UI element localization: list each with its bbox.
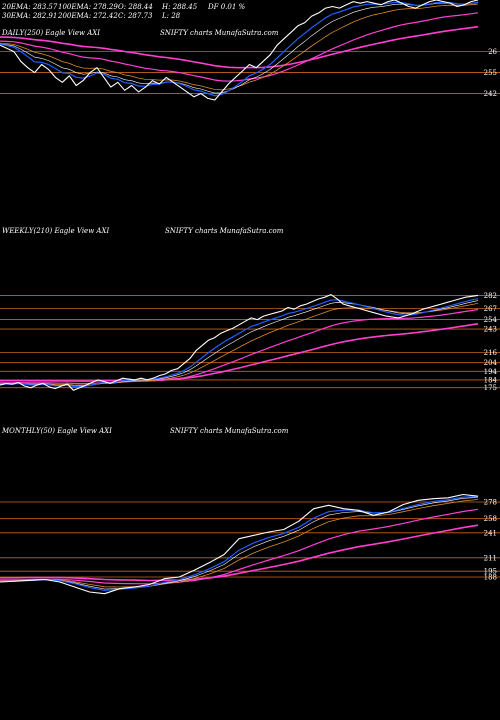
daily-header-close: C: 287.73 — [118, 12, 153, 20]
weekly-level-lines — [0, 295, 500, 389]
daily-left-label: DAILY(250) Eagle View AXI — [1, 29, 100, 37]
daily-ema200-line — [0, 25, 479, 69]
weekly-ema100-line — [0, 308, 479, 385]
daily-header-ema30: 30EMA: 282.91 — [2, 12, 57, 20]
daily-ema-lines — [0, 1, 479, 97]
weekly-level-label-7: 184 — [484, 376, 498, 384]
weekly-price-line — [0, 294, 479, 391]
daily-level-label-0: 26 — [488, 48, 497, 56]
weekly-ema200-line — [0, 323, 479, 382]
monthly-ema50-line — [0, 499, 479, 588]
monthly-level-label-2: 241 — [484, 529, 497, 537]
weekly-left-label: WEEKLY(210) Eagle View AXI — [2, 227, 109, 235]
monthly-level-label-3: 211 — [484, 554, 497, 562]
daily-header-change: DF 0.01 % — [207, 3, 246, 11]
monthly-close-price-path — [0, 493, 479, 595]
weekly-close-price-path — [0, 294, 479, 391]
monthly-ema100-line — [0, 508, 479, 585]
weekly-level-label-4: 216 — [484, 349, 498, 357]
monthly-price-line — [0, 493, 479, 595]
daily-level-label-2: 242 — [484, 90, 497, 98]
monthly-ema20-line — [0, 496, 479, 592]
weekly-level-label-0: 282 — [484, 292, 497, 300]
daily-header-low: L: 28 — [161, 12, 181, 20]
daily-ema100-line — [0, 12, 479, 82]
monthly-ema-lines — [0, 496, 479, 592]
weekly-level-label-6: 194 — [484, 368, 498, 376]
monthly-center-label: SNIFTY charts MunafaSutra.com — [170, 427, 289, 435]
daily-header-ema20: 20EMA: 283.57 — [1, 3, 58, 11]
daily-price-line — [0, 0, 479, 101]
monthly-level-label-4: 195 — [484, 568, 497, 576]
daily-level-lines — [0, 51, 500, 94]
weekly-ema-lines — [0, 298, 479, 388]
daily-level-labels: 26 255 242 — [484, 48, 498, 98]
monthly-level-label-1: 258 — [484, 515, 497, 523]
daily-header-open: O: 288.44 — [118, 3, 153, 11]
weekly-center-label: SNIFTY charts MunafaSutra.com — [165, 227, 284, 235]
daily-level-label-1: 255 — [484, 69, 497, 77]
monthly-level-label-5: 188 — [484, 574, 497, 582]
monthly-left-label: MONTHLY(50) Eagle View AXI — [1, 427, 112, 435]
weekly-ema50-line — [0, 303, 479, 386]
weekly-level-label-2: 254 — [484, 316, 498, 324]
daily-header-ema200: 200EMA: 272.42 — [57, 12, 118, 20]
daily-center-label: SNIFTY charts MunafaSutra.com — [160, 29, 279, 37]
daily-panel: 26 255 242 20EMA: 283.57 100EMA: 278.29 O:… — [0, 0, 500, 101]
weekly-level-label-8: 175 — [484, 384, 497, 392]
daily-header-high: H: 288.45 — [161, 3, 198, 11]
daily-ema20-line — [0, 1, 479, 97]
weekly-level-label-1: 267 — [484, 305, 497, 313]
monthly-ema200-line — [0, 524, 479, 582]
weekly-level-label-5: 204 — [484, 359, 498, 367]
daily-close-price-path — [0, 0, 479, 101]
daily-header-ema100: 100EMA: 278.29 — [58, 3, 118, 11]
weekly-level-label-3: 243 — [484, 326, 497, 334]
monthly-ema30-line — [0, 497, 479, 590]
daily-ema30-line — [0, 2, 479, 94]
monthly-level-label-0: 278 — [484, 499, 497, 507]
weekly-ema20-line — [0, 298, 479, 388]
